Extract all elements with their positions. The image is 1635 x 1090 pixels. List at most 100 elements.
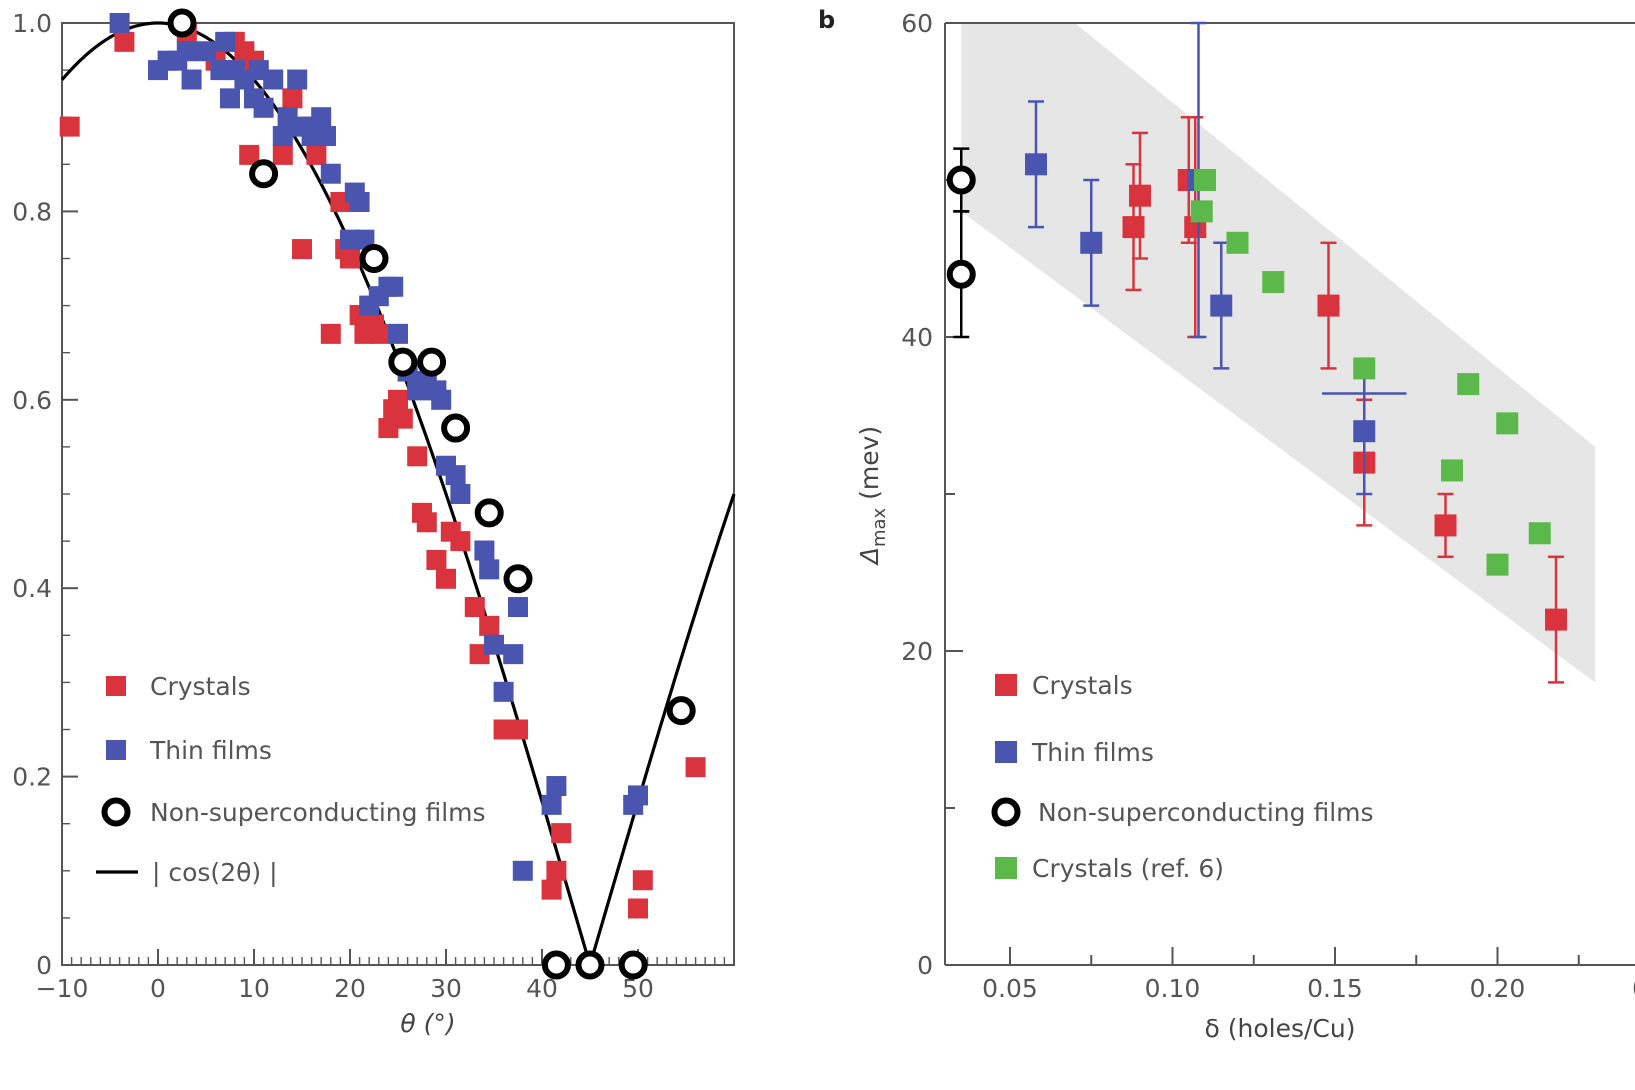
crystals-point [416, 512, 437, 533]
thin_films-point [450, 484, 471, 504]
crystals_ref6-point [1441, 459, 1463, 482]
crystals-point [306, 144, 327, 165]
thin_films-point [220, 88, 240, 109]
thin_films-point [1353, 420, 1376, 443]
panel-b-chart: 0.05 0.10 0.15 0.20 0.25 0 20 40 60 b δ (holes/Cu)… [818, 6, 1635, 1043]
crystals-point [114, 31, 135, 52]
thin_films-point [263, 69, 284, 90]
crystals_ref6-point [1486, 553, 1509, 576]
thin_films-point [628, 785, 648, 806]
crystals-point [632, 870, 653, 891]
x-tick-label: −10 [36, 974, 89, 1003]
y-tick-label: 0 [36, 951, 52, 980]
crystals_ref6-point [1190, 200, 1213, 223]
thin_films-point [383, 276, 404, 297]
crystals-point [1129, 184, 1151, 207]
crystals-point [436, 568, 456, 589]
nonsc-film-point [575, 950, 605, 980]
nonsc-film-point [474, 498, 504, 528]
y-tick-label: 0.2 [12, 763, 52, 792]
thin_films-point [1210, 294, 1233, 317]
crystals-point [272, 144, 293, 165]
legend-marker [101, 797, 131, 827]
crystals_ref6-point [1528, 522, 1551, 545]
thin_films-point [287, 69, 308, 90]
y-axis-title-unit: (mev) [855, 426, 884, 508]
thin_films-point [349, 191, 370, 212]
crystals-point [541, 879, 562, 900]
panel-b-legend: Crystals Thin films Non-superconducting fi… [991, 671, 1374, 883]
crystals-point [628, 898, 648, 919]
crystals-point [239, 144, 260, 165]
y-axis-title: Δmax (mev) [855, 426, 890, 566]
legend-marker [995, 857, 1017, 879]
thin_films-point [215, 31, 236, 52]
legend-marker [995, 741, 1017, 763]
nonsc-film-point [359, 244, 389, 273]
thin_films-point [484, 634, 504, 655]
legend-label: | cos(2θ) | [152, 858, 278, 887]
crystals-point [392, 408, 413, 429]
crystals-point [282, 88, 303, 109]
thin_films-point [272, 126, 293, 147]
crystals-point [479, 615, 500, 636]
nonsc-film-point [946, 165, 976, 195]
y-tick-label: 0.8 [12, 197, 52, 226]
y-tick-label: 0 [917, 951, 933, 980]
crystals-point [508, 719, 528, 740]
thin_films-point [493, 681, 514, 702]
legend-marker [106, 676, 126, 696]
thin_films-point [512, 860, 533, 881]
thin_films-point [479, 559, 500, 580]
thin_films-point [176, 41, 197, 62]
thin_films-point [546, 776, 567, 797]
crystals_ref6-point [1194, 169, 1216, 191]
y-tick-label: 0.6 [12, 386, 52, 415]
thin_films-point [181, 69, 202, 90]
thin_films-point [445, 465, 466, 486]
x-axis-title: θ (°) [400, 1009, 455, 1038]
crystals_ref6-point [1226, 231, 1249, 254]
x-tick-label: 0.05 [982, 974, 1038, 1003]
crystals_ref6-point [1353, 357, 1376, 380]
thin_films-point [109, 13, 130, 33]
legend-marker [995, 674, 1017, 696]
crystals_ref6-point [1457, 373, 1480, 396]
thin_films-point [388, 323, 408, 344]
y-tick-label: 60 [901, 9, 933, 38]
thin_films-point [311, 107, 332, 128]
x-tick-label: 0.25 [1632, 974, 1635, 1003]
crystals-point [551, 823, 572, 844]
x-tick-label: 10 [238, 974, 270, 1003]
crystals_ref6-point [1496, 412, 1519, 435]
y-tick-label: 20 [901, 637, 933, 666]
crystals-point [464, 597, 485, 618]
crystals-point [1545, 608, 1567, 631]
nonsc-film-point [441, 413, 471, 443]
nonsc-film-point [249, 159, 279, 189]
y-tick-label: 0.4 [12, 574, 52, 603]
legend-label: Crystals [1032, 671, 1133, 700]
crystals-point [292, 239, 312, 260]
crystals-point [340, 248, 360, 269]
thin_films-point [431, 389, 452, 410]
x-tick-label: 0.15 [1307, 974, 1363, 1003]
legend-label: Crystals (ref. 6) [1032, 854, 1224, 883]
thin_films-point [196, 41, 216, 62]
legend-label: Non-superconducting films [150, 798, 486, 827]
legend-marker [991, 797, 1021, 827]
nonsc-film-point [417, 347, 447, 377]
legend-marker [106, 740, 126, 760]
thin_films-point [541, 794, 562, 815]
x-tick-label: 0.20 [1470, 974, 1526, 1003]
panel-label-b: b [818, 6, 835, 34]
nonsc-film-point [946, 259, 976, 289]
crystals-point [1317, 294, 1340, 317]
nonsc-film-point [503, 564, 533, 594]
crystals-point [320, 323, 341, 344]
thin_films-point [320, 163, 341, 184]
thin_films-point [1080, 231, 1103, 254]
x-tick-label: 20 [334, 974, 366, 1003]
thin_films-point [1025, 153, 1047, 176]
